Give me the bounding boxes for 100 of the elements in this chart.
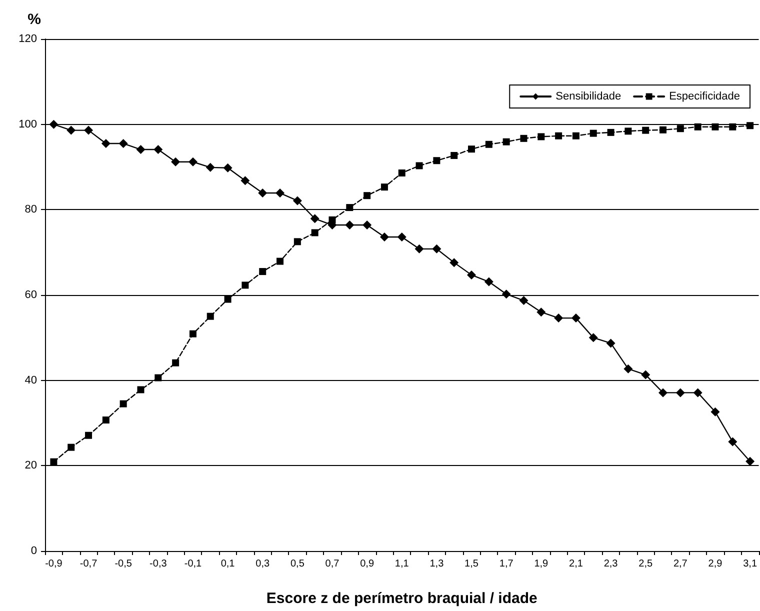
point [120,400,127,408]
point [206,312,214,320]
point [520,134,528,142]
point [294,238,301,246]
point [432,244,442,254]
point [276,258,284,265]
point [450,258,459,268]
point [484,277,494,286]
y-tick-label: 60 [24,289,37,301]
point [554,314,564,323]
point [693,388,702,398]
point [658,388,668,398]
y-tick-label: 80 [24,204,37,216]
x-tick-label: -0,1 [184,558,202,570]
point [468,146,476,153]
point [242,282,249,289]
point [746,122,754,130]
point [259,268,266,276]
x-tick-label: 2,9 [708,558,723,570]
point [607,128,614,136]
point [746,456,755,466]
point [224,296,232,303]
point [171,157,180,166]
point [68,444,75,451]
x-tick-label: 2,5 [638,558,653,570]
point [345,220,354,230]
y-tick-label: 100 [18,118,37,130]
x-tick-label: 1,5 [464,558,479,570]
point [223,163,232,172]
point [414,244,424,254]
point [536,308,546,317]
point [397,232,406,242]
point [311,229,318,236]
point [276,188,285,198]
point [49,120,58,129]
y-tick-label: 120 [18,33,37,45]
point [292,196,302,206]
point [606,338,616,348]
point [588,333,598,342]
point [467,270,476,280]
point [450,152,458,159]
point [380,184,388,191]
y-tick-label: 0 [30,545,37,557]
point [328,216,336,224]
point [380,232,389,242]
point [538,133,545,140]
point [624,128,632,135]
point [590,130,597,137]
legend-label: Especificidade [669,90,740,102]
point [416,162,423,170]
point [50,458,58,466]
point [362,220,372,230]
point [310,214,320,224]
y-axis-title: % [28,11,41,28]
point [172,359,180,366]
point [258,188,268,198]
point [101,139,110,148]
legend-label: Sensibilidade [556,90,622,102]
point [66,126,76,135]
point [676,125,684,132]
x-axis-title: Escore z de perímetro braquial / idade [266,590,538,607]
x-tick-label: 1,7 [499,558,514,570]
point [729,123,736,130]
point [346,204,354,212]
point [676,388,685,398]
x-tick-label: -0,9 [45,558,63,570]
x-tick-label: -0,5 [114,558,132,570]
point [710,407,720,416]
x-tick-label: -0,3 [150,558,168,570]
point [433,157,440,164]
point [485,140,492,148]
point [136,145,146,154]
point [102,416,110,424]
point [118,139,128,148]
x-tick-label: 0,9 [360,558,374,570]
point [84,126,94,135]
point [364,192,371,200]
point [502,138,510,146]
point [154,145,163,154]
point [519,296,528,306]
x-tick-label: 3,1 [743,558,758,570]
y-tick-label: 20 [24,460,37,472]
x-tick-label: -0,7 [80,558,98,570]
point [641,370,650,380]
point [572,132,580,140]
point [189,330,196,338]
point [137,386,144,394]
point [660,126,667,134]
point [712,123,719,130]
x-tick-label: 1,9 [534,558,549,570]
point [624,364,633,374]
x-tick-label: 2,3 [604,558,618,570]
x-tick-label: 0,1 [220,558,236,570]
x-tick-label: 2,1 [569,558,584,570]
point [240,176,250,186]
point [206,162,215,172]
point [571,314,580,323]
point [694,123,702,130]
x-tick-label: 2,7 [673,558,688,570]
point [728,437,738,446]
